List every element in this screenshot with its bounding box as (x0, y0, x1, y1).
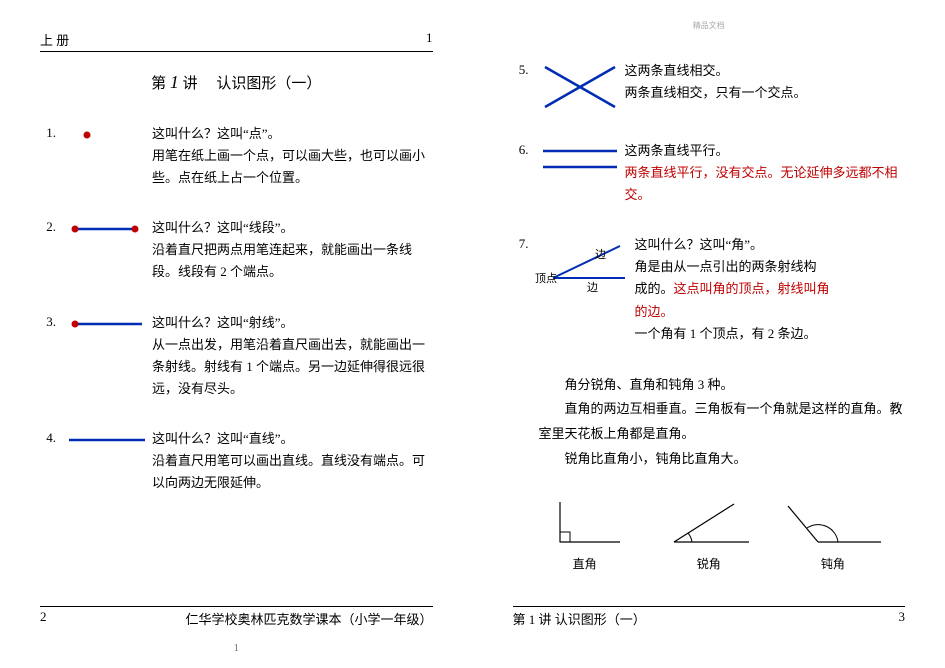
item-number: 5. (513, 60, 535, 112)
acute-angle-figure: 锐角 (649, 492, 769, 572)
figure-point (62, 123, 152, 189)
item-1: 1. 这叫什么？这叫“点”。 用笔在纸上画一个点，可以画大些，也可以画小些。点在… (40, 123, 433, 189)
left-page: 上 册 1 第 1 讲 认识图形（一） 1. 这叫什么？这叫“点”。 用笔在纸上… (0, 0, 473, 668)
item-desc: 这叫什么？这叫“角”。 角是由从一点引出的两条射线构成的。这点叫角的顶点，射线叫… (635, 234, 906, 344)
right-angle-figure: 直角 (525, 492, 645, 572)
item-number: 4. (40, 428, 62, 494)
item-number: 3. (40, 312, 62, 400)
header-left-text: 上 册 (40, 30, 69, 49)
footer-line-right: 第 1 讲 认识图形（一） 3 (513, 606, 906, 628)
item-5: 5. 这两条直线相交。 两条直线相交，只有一个交点。 (513, 60, 906, 112)
chapter-title: 第 1 讲 认识图形（一） (40, 72, 433, 93)
item-desc: 这两条直线平行。 两条直线平行，没有交点。无论延伸多远都不相交。 (625, 140, 906, 206)
obtuse-angle-figure: 钝角 (773, 492, 893, 572)
svg-text:顶点: 顶点 (535, 272, 557, 285)
footer-right-text: 第 1 讲 认识图形（一） (513, 609, 646, 628)
item-number: 2. (40, 217, 62, 283)
item-6: 6. 这两条直线平行。 两条直线平行，没有交点。无论延伸多远都不相交。 (513, 140, 906, 206)
angle-types-paragraph: 角分锐角、直角和钝角 3 种。 直角的两边互相垂直。三角板有一个角就是这样的直角… (513, 373, 906, 472)
figure-segment (62, 217, 152, 283)
footer-left-page: 2 (40, 609, 47, 628)
item-4: 4. 这叫什么？这叫“直线”。 沿着直尺用笔可以画出直线。直线没有端点。可以向两… (40, 428, 433, 494)
item-desc: 这叫什么？这叫“点”。 用笔在纸上画一个点，可以画大些，也可以画小些。点在纸上占… (152, 123, 433, 189)
watermark: 精品文档 (693, 20, 725, 31)
item-desc: 这两条直线相交。 两条直线相交，只有一个交点。 (625, 60, 906, 112)
footer-right-page: 3 (899, 609, 906, 628)
item-2: 2. 这叫什么？这叫“线段”。 沿着直尺把两点用笔连起来，就能画出一条线段。线段… (40, 217, 433, 283)
footer-line-left: 2 仁华学校奥林匹克数学课本（小学一年级） (40, 606, 433, 628)
footer-left-text: 仁华学校奥林匹克数学课本（小学一年级） (185, 609, 432, 628)
figure-parallel (535, 140, 625, 206)
item-number: 6. (513, 140, 535, 206)
bottom-tiny-number: 1 (0, 643, 473, 654)
svg-text:边: 边 (595, 248, 606, 261)
item-desc: 这叫什么？这叫“直线”。 沿着直尺用笔可以画出直线。直线没有端点。可以向两边无限… (152, 428, 433, 494)
figure-line (62, 428, 152, 494)
item-desc: 这叫什么？这叫“射线”。 从一点出发，用笔沿着直尺画出去，就能画出一条射线。射线… (152, 312, 433, 400)
item-7: 7. 边 边 顶点 这叫什么？这叫“角”。 角是由从一点引出的两条射线构成的。这… (513, 234, 906, 344)
header-left-page: 1 (426, 30, 433, 49)
figure-ray (62, 312, 152, 400)
item-3: 3. 这叫什么？这叫“射线”。 从一点出发，用笔沿着直尺画出去，就能画出一条射线… (40, 312, 433, 400)
figure-angle: 边 边 顶点 (535, 234, 635, 344)
svg-text:边: 边 (587, 281, 598, 294)
right-page: 精品文档 5. 这两条直线相交。 两条直线相交，只有一个交点。 6. (473, 0, 945, 668)
item-number: 7. (513, 234, 535, 344)
header-line-left: 上 册 1 (40, 30, 433, 52)
item-desc: 这叫什么？这叫“线段”。 沿着直尺把两点用笔连起来，就能画出一条线段。线段有 2… (152, 217, 433, 283)
angle-figures-row: 直角 锐角 钝角 (513, 492, 906, 572)
item-number: 1. (40, 123, 62, 189)
figure-intersecting (535, 60, 625, 112)
